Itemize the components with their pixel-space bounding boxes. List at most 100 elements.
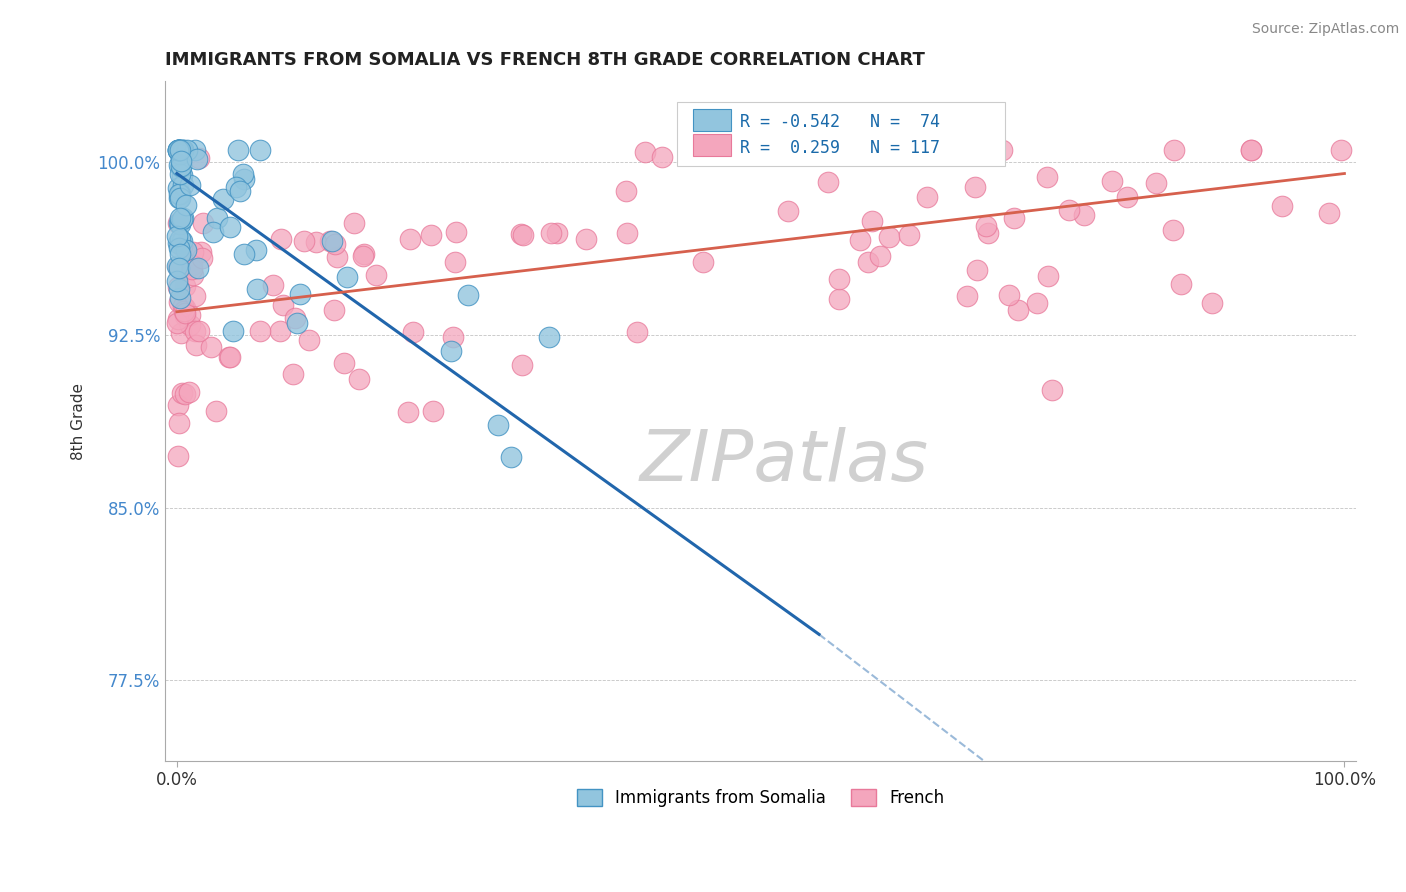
Point: [167, 282, 190, 296]
Point: [174, 243, 197, 257]
Point: [343, 216, 366, 230]
Point: [352, 249, 374, 263]
Point: [353, 246, 375, 260]
Point: [170, 386, 193, 401]
Point: [974, 219, 997, 233]
Point: [540, 227, 562, 241]
Point: [440, 344, 463, 359]
Point: [897, 228, 920, 243]
Point: [167, 144, 190, 158]
Point: [179, 178, 201, 192]
Point: [305, 235, 328, 250]
Point: [651, 150, 673, 164]
Point: [167, 295, 190, 310]
Point: [546, 226, 568, 240]
Point: [366, 268, 388, 282]
Point: [869, 249, 891, 263]
Point: [510, 358, 533, 372]
Point: [193, 216, 215, 230]
Point: [181, 268, 204, 282]
Point: [181, 245, 204, 260]
Point: [167, 144, 190, 158]
Point: [172, 234, 194, 248]
Point: [817, 175, 839, 189]
Point: [849, 233, 872, 247]
Point: [1101, 174, 1123, 188]
Point: [232, 247, 254, 261]
Point: [233, 171, 256, 186]
Point: [174, 198, 197, 212]
Y-axis label: 8th Grade: 8th Grade: [72, 383, 86, 459]
Point: [326, 251, 349, 265]
Point: [991, 144, 1014, 158]
Point: [166, 280, 188, 294]
Point: [179, 308, 201, 322]
Point: [169, 167, 191, 181]
Point: [167, 181, 190, 195]
Point: [169, 158, 191, 172]
Point: [173, 301, 195, 315]
Point: [1026, 295, 1049, 310]
Point: [956, 288, 979, 302]
Text: Source: ZipAtlas.com: Source: ZipAtlas.com: [1251, 22, 1399, 37]
Text: ZIPatlas: ZIPatlas: [640, 427, 929, 497]
Point: [284, 311, 307, 326]
Point: [262, 278, 284, 293]
Point: [166, 316, 188, 330]
Point: [166, 260, 188, 274]
Point: [860, 214, 883, 228]
Point: [245, 243, 267, 257]
Point: [172, 144, 194, 158]
Point: [1115, 190, 1137, 204]
Point: [271, 298, 294, 312]
Text: IMMIGRANTS FROM SOMALIA VS FRENCH 8TH GRADE CORRELATION CHART: IMMIGRANTS FROM SOMALIA VS FRENCH 8TH GR…: [166, 51, 925, 69]
Legend: Immigrants from Somalia, French: Immigrants from Somalia, French: [571, 782, 952, 814]
Point: [179, 318, 201, 332]
Point: [184, 288, 207, 302]
Point: [963, 180, 986, 194]
Point: [167, 191, 190, 205]
Point: [172, 144, 194, 158]
Point: [877, 230, 900, 244]
Point: [318, 234, 340, 248]
Point: [1330, 144, 1353, 158]
Point: [858, 254, 880, 268]
Point: [169, 260, 191, 275]
Point: [169, 144, 191, 158]
Point: [219, 351, 242, 365]
Point: [398, 232, 420, 246]
Point: [166, 144, 188, 158]
Point: [486, 417, 509, 432]
Point: [1239, 144, 1261, 158]
Point: [321, 234, 343, 248]
Point: [169, 144, 191, 158]
Point: [184, 144, 207, 158]
Point: [249, 144, 271, 158]
Point: [232, 167, 254, 181]
Point: [1163, 144, 1185, 158]
Point: [1239, 144, 1261, 158]
Point: [169, 146, 191, 161]
Point: [167, 216, 190, 230]
Point: [167, 241, 190, 255]
Point: [915, 190, 938, 204]
Point: [167, 417, 190, 431]
Point: [249, 324, 271, 338]
Point: [166, 144, 188, 158]
Point: [1146, 176, 1168, 190]
Point: [283, 367, 305, 381]
Point: [1317, 205, 1340, 219]
Point: [169, 247, 191, 261]
Point: [290, 286, 312, 301]
Point: [166, 259, 188, 273]
Point: [1161, 222, 1184, 236]
Point: [167, 144, 190, 158]
Point: [1007, 303, 1029, 318]
Point: [186, 152, 208, 166]
Point: [173, 278, 195, 293]
Point: [997, 288, 1019, 302]
Point: [169, 217, 191, 231]
Point: [172, 211, 194, 225]
Point: [441, 330, 464, 344]
Point: [172, 178, 194, 193]
